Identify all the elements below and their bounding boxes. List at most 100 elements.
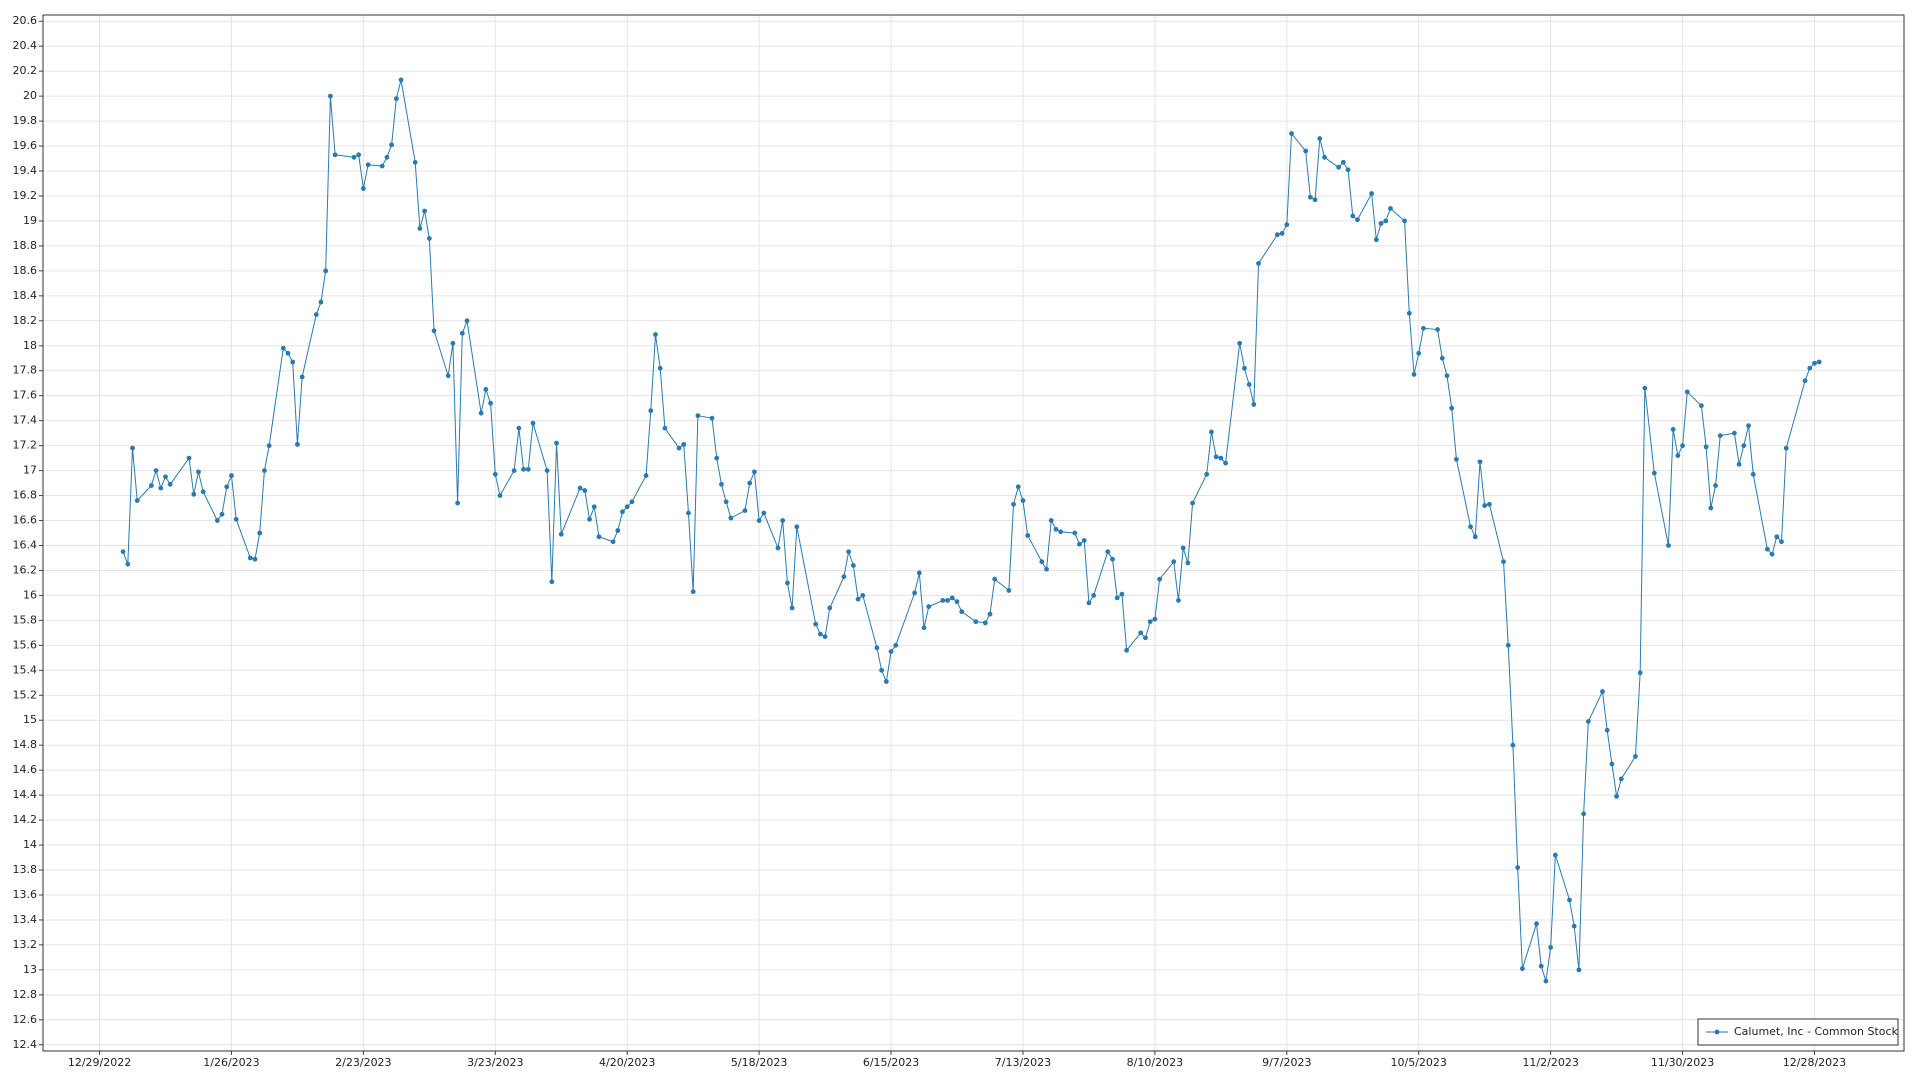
data-point [1449,405,1455,411]
data-point [1731,430,1737,436]
plot-frame [42,14,1905,1052]
data-point [1072,530,1078,536]
data-point [752,469,757,475]
data-point [1515,865,1521,870]
data-point [186,455,192,461]
data-point [1548,945,1554,950]
data-point [1604,727,1610,733]
data-point [591,504,597,510]
data-point [214,518,220,523]
y-tick-label: 18.2 [13,314,38,327]
data-point [1519,966,1525,972]
data-point [1180,545,1186,551]
data-point [1336,164,1342,170]
data-point [1411,372,1417,377]
data-point [1736,461,1742,467]
y-tick-label: 12.4 [13,1038,38,1051]
data-point [1312,197,1318,203]
data-point [200,489,206,495]
y-tick-label: 15.2 [13,688,38,701]
data-point [1435,327,1440,332]
data-point [1637,670,1643,676]
data-point [1501,559,1506,565]
data-point [624,504,630,510]
data-point [1571,923,1577,929]
data-point [422,208,428,214]
y-tick-label: 15.8 [13,613,38,626]
data-point [431,328,437,334]
data-point [1081,538,1087,543]
data-point [1209,429,1214,435]
data-point [648,408,654,414]
data-point [1355,217,1360,223]
data-point [153,468,159,473]
data-point [1190,500,1195,506]
y-tick-label: 17.8 [13,364,38,377]
data-point [1482,503,1488,508]
data-point [846,549,852,555]
data-point [973,619,979,625]
data-point [1322,154,1327,160]
data-point [1317,136,1323,141]
data-point [464,318,470,324]
data-point [393,96,399,102]
data-point [945,598,950,603]
data-point [1383,218,1389,224]
y-tick-label: 16.2 [13,563,38,576]
data-point [389,142,395,148]
data-point [1741,443,1747,449]
data-point [365,162,371,168]
data-point [125,561,131,567]
data-point [1091,593,1097,598]
data-point [916,570,922,576]
data-point [483,387,489,392]
x-tick-label: 9/7/2023 [1262,1056,1311,1069]
x-tick-label: 3/23/2023 [467,1056,523,1069]
y-tick-label: 19 [23,214,37,227]
data-point [719,481,724,487]
data-point [813,621,819,627]
data-point [1086,600,1092,606]
data-point [1077,541,1082,547]
data-point [620,509,625,515]
data-point [1642,385,1648,391]
data-point [280,345,286,351]
y-tick-label: 15.4 [13,663,38,676]
data-point [582,488,588,493]
data-point [252,556,258,562]
data-point [1110,556,1115,562]
y-tick-label: 19.2 [13,189,38,202]
data-point [224,484,230,490]
data-point [1378,221,1384,226]
y-tick-label: 14.8 [13,738,38,751]
data-point [747,480,753,486]
data-point [686,510,691,516]
data-point [191,491,197,497]
x-tick-label: 6/15/2023 [863,1056,919,1069]
data-point [883,679,889,684]
data-point [299,374,305,380]
data-point [775,545,781,551]
data-point [940,598,946,603]
grid-layer [43,15,1904,1051]
y-tick-label: 12.8 [13,988,38,1001]
data-point [1543,978,1549,984]
y-tick-label: 14.2 [13,813,38,826]
data-point [1015,484,1021,490]
data-point [780,518,786,523]
data-point [521,466,526,472]
data-point [1769,551,1775,557]
data-point [1807,365,1813,371]
data-point [1774,534,1780,540]
data-point [412,159,418,165]
data-point [1708,505,1714,511]
data-point [1213,454,1219,460]
data-point [356,152,362,158]
y-tick-label: 15 [23,713,37,726]
data-point [1421,325,1426,331]
y-tick-label: 17 [23,464,37,477]
y-tick-label: 17.2 [13,439,38,452]
data-point [554,440,559,446]
